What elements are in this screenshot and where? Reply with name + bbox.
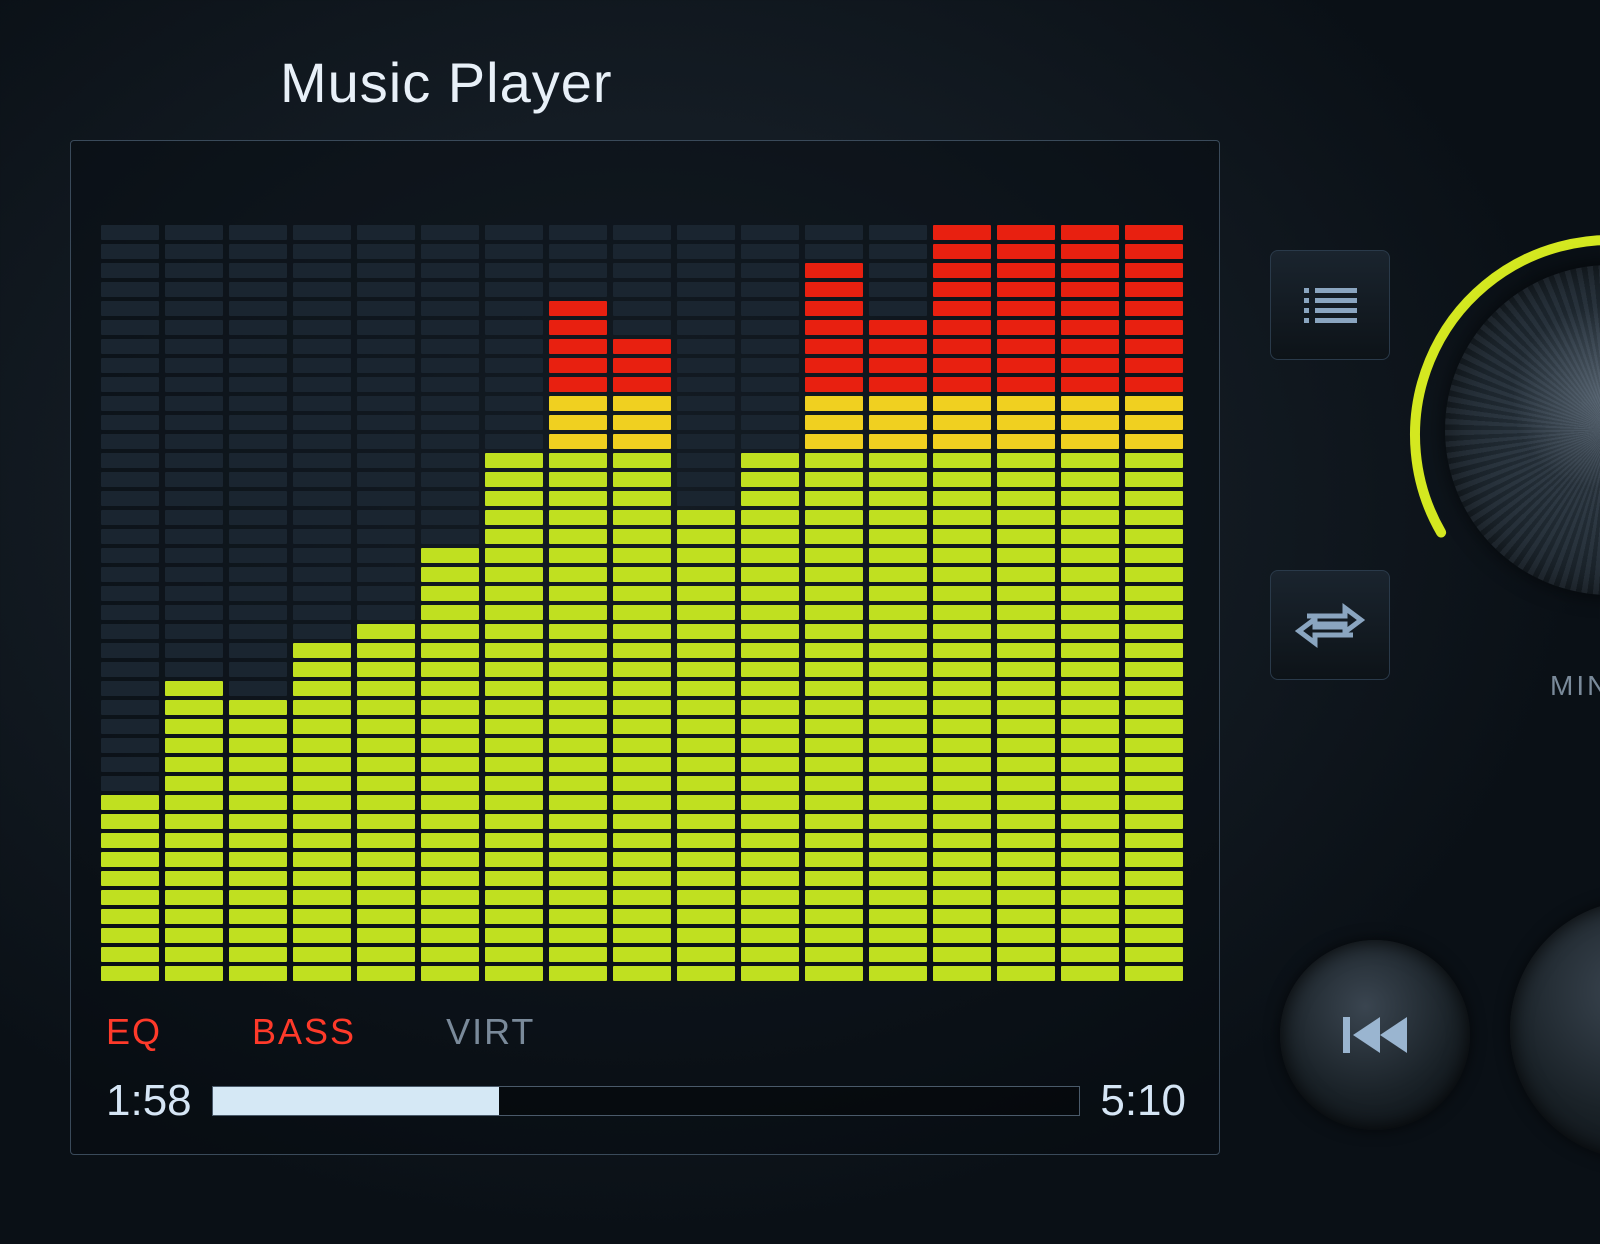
volume-knob-area: MIN [1400, 230, 1600, 730]
eq-band [101, 225, 159, 981]
mode-eq[interactable]: EQ [106, 1011, 162, 1053]
progress-track[interactable] [212, 1086, 1081, 1116]
progress-row: 1:58 5:10 [106, 1076, 1186, 1126]
repeat-button[interactable] [1270, 570, 1390, 680]
mode-virt[interactable]: VIRT [446, 1011, 535, 1053]
eq-band [485, 225, 543, 981]
repeat-icon [1295, 598, 1365, 653]
eq-band [613, 225, 671, 981]
mode-bass[interactable]: BASS [252, 1011, 356, 1053]
previous-icon [1335, 1005, 1415, 1065]
eq-band [549, 225, 607, 981]
eq-band [357, 225, 415, 981]
eq-band [869, 225, 927, 981]
equalizer-display [101, 161, 1191, 981]
list-icon [1304, 288, 1357, 323]
player-screen: EQ BASS VIRT 1:58 5:10 [70, 140, 1220, 1155]
time-elapsed: 1:58 [106, 1076, 192, 1126]
play-icon [1595, 985, 1600, 1075]
eq-band [293, 225, 351, 981]
volume-min-label: MIN [1550, 670, 1600, 702]
eq-band [805, 225, 863, 981]
app-title: Music Player [280, 50, 613, 115]
play-button[interactable] [1510, 900, 1600, 1160]
progress-fill [213, 1087, 499, 1115]
previous-track-button[interactable] [1280, 940, 1470, 1130]
eq-band [229, 225, 287, 981]
eq-band [165, 225, 223, 981]
eq-band [997, 225, 1055, 981]
mode-row: EQ BASS VIRT [106, 1011, 535, 1053]
eq-band [421, 225, 479, 981]
eq-band [741, 225, 799, 981]
eq-band [933, 225, 991, 981]
playlist-button[interactable] [1270, 250, 1390, 360]
eq-band [1061, 225, 1119, 981]
eq-band [677, 225, 735, 981]
time-total: 5:10 [1100, 1076, 1186, 1126]
eq-band [1125, 225, 1183, 981]
